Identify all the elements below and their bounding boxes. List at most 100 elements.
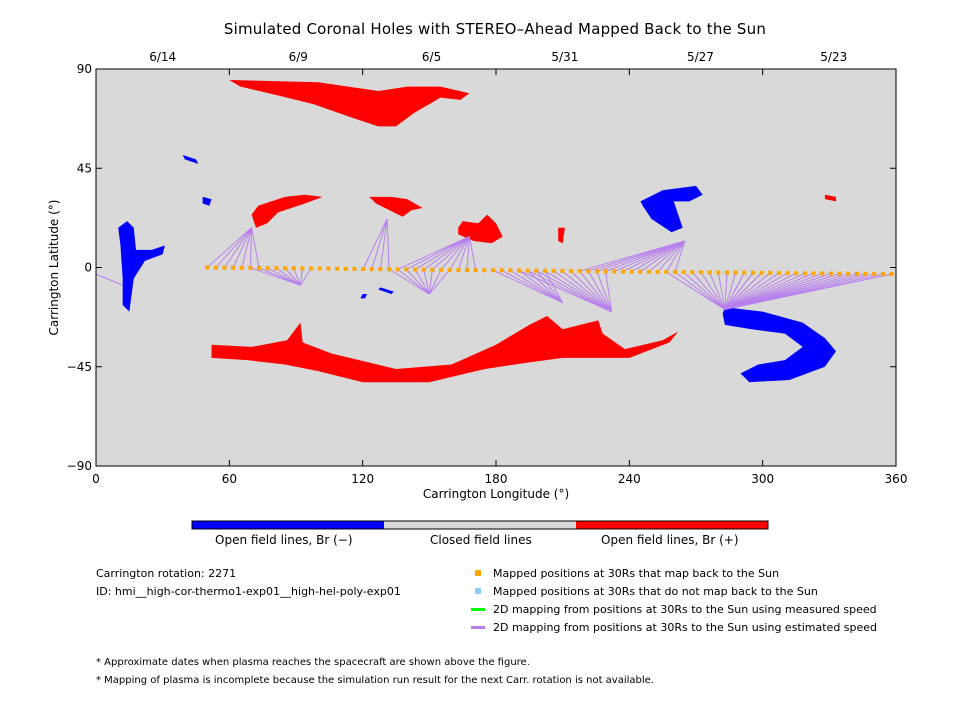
estimated-speed-mapping-line — [518, 270, 612, 313]
estimated-speed-mapping-line — [371, 218, 388, 270]
legend-item-mapped-back: Mapped positions at 30Rs that map back t… — [475, 566, 779, 580]
mapped-point — [317, 266, 322, 271]
y-tick-label: 45 — [77, 161, 92, 175]
mapped-point — [603, 269, 608, 274]
mapped-point — [768, 270, 773, 275]
estimated-speed-mapping-line — [724, 272, 788, 310]
mapped-point — [248, 265, 253, 270]
estimated-speed-mapping-line — [536, 270, 612, 313]
estimated-speed-mapping-line — [414, 236, 470, 270]
estimated-speed-mapping-line — [224, 227, 252, 268]
mapped-point — [716, 270, 721, 275]
y-tick-label: −90 — [67, 459, 92, 473]
estimated-speed-mapping-line — [428, 269, 442, 295]
top-date-label: 5/31 — [551, 50, 578, 64]
top-date-label: 6/5 — [422, 50, 441, 64]
estimated-speed-mapping-line — [518, 270, 563, 304]
mapped-point — [586, 269, 591, 274]
red-spot-lon330 — [824, 194, 836, 202]
mapped-point — [456, 267, 461, 272]
mapped-point — [889, 272, 894, 277]
estimated-speed-mapping-line — [724, 272, 797, 310]
mapped-point — [517, 268, 522, 273]
estimated-speed-mapping-line — [724, 273, 892, 310]
mapped-point — [690, 270, 695, 275]
estimated-speed-mapping-line — [249, 227, 253, 268]
legend-swatch-orange-square — [475, 570, 481, 576]
estimated-speed-mapping-line — [622, 240, 686, 272]
mapped-point — [352, 266, 357, 271]
mapped-point — [664, 269, 669, 274]
blue-spot-lon130 — [378, 287, 394, 294]
mapped-point — [811, 271, 816, 276]
run-id-text: ID: hmi__high-cor-thermo1-exp01__high-he… — [96, 585, 401, 598]
mapped-point — [672, 270, 677, 275]
mapped-point — [577, 269, 582, 274]
mapped-point — [872, 271, 877, 276]
x-tick-label: 240 — [618, 472, 641, 486]
legend-item-not-mapped: Mapped positions at 30Rs that do not map… — [475, 584, 818, 598]
estimated-speed-mapping-line — [501, 269, 563, 304]
mapped-point — [335, 266, 340, 271]
estimated-speed-mapping-line — [449, 236, 470, 271]
mapped-point — [880, 272, 885, 277]
colorbar-negative — [192, 521, 384, 529]
estimated-speed-mapping-line — [605, 271, 613, 312]
estimated-speed-mapping-line — [648, 240, 686, 273]
estimated-speed-mapping-line — [553, 270, 612, 313]
top-date-label: 5/27 — [687, 50, 714, 64]
mapped-point — [776, 271, 781, 276]
mapped-point — [508, 268, 513, 273]
mapped-point — [213, 265, 218, 270]
mapped-point — [404, 267, 409, 272]
legend-label-not-mapped: Mapped positions at 30Rs that do not map… — [493, 584, 818, 598]
estimated-speed-mapping-line — [596, 271, 613, 312]
mapped-point — [369, 267, 374, 272]
estimated-speed-mapping-line — [544, 270, 564, 304]
estimated-speed-mapping-line — [414, 269, 430, 295]
estimated-speed-mapping-line — [640, 240, 686, 273]
mapped-point — [820, 271, 825, 276]
mapped-point — [620, 269, 625, 274]
footnote-dates: * Approximate dates when plasma reaches … — [96, 657, 530, 668]
estimated-speed-mapping-line — [406, 269, 430, 295]
estimated-speed-mapping-line — [510, 270, 563, 304]
estimated-speed-mapping-line — [423, 236, 470, 270]
estimated-speed-mapping-line — [362, 218, 388, 270]
estimated-speed-mapping-line — [666, 271, 726, 310]
estimated-speed-mapping-line — [724, 272, 762, 310]
estimated-speed-mapping-line — [579, 270, 612, 312]
estimated-speed-mapping-line — [457, 236, 470, 271]
estimated-speed-mapping-line — [276, 267, 301, 286]
mapped-point — [846, 271, 851, 276]
mapped-point — [387, 267, 392, 272]
estimated-speed-mapping-line — [674, 271, 726, 310]
estimated-speed-mapping-line — [631, 240, 686, 273]
estimated-speed-mapping-line — [724, 272, 728, 310]
red-hole-lon135 — [369, 196, 423, 217]
estimated-speed-mapping-line — [587, 270, 612, 312]
legend-swatch-lightblue-square — [475, 588, 481, 594]
mapped-point — [629, 269, 634, 274]
mapped-point — [568, 269, 573, 274]
top-date-label: 6/14 — [149, 50, 176, 64]
blue-spot-lon45 — [182, 155, 199, 164]
estimated-speed-mapping-line — [570, 270, 612, 312]
mapped-point — [551, 268, 556, 273]
legend-label-mapped-back: Mapped positions at 30Rs that map back t… — [493, 566, 780, 580]
estimated-speed-mapping-line — [724, 272, 754, 310]
top-date-label: 5/23 — [820, 50, 847, 64]
estimated-speed-mapping-line — [232, 227, 253, 268]
estimated-speed-mapping-line — [386, 218, 390, 270]
mapped-point — [724, 270, 729, 275]
y-tick-label: 90 — [77, 62, 92, 76]
y-axis-label: Carrington Latitude (°) — [47, 200, 61, 336]
estimated-speed-mapping-line — [293, 268, 301, 286]
mapped-point — [413, 267, 418, 272]
y-tick-label: −45 — [67, 360, 92, 374]
mapped-point — [594, 269, 599, 274]
estimated-speed-mapping-line — [562, 270, 612, 312]
estimated-speed-mapping-line — [215, 227, 252, 268]
mapped-point — [395, 267, 400, 272]
x-tick-label: 180 — [485, 472, 508, 486]
